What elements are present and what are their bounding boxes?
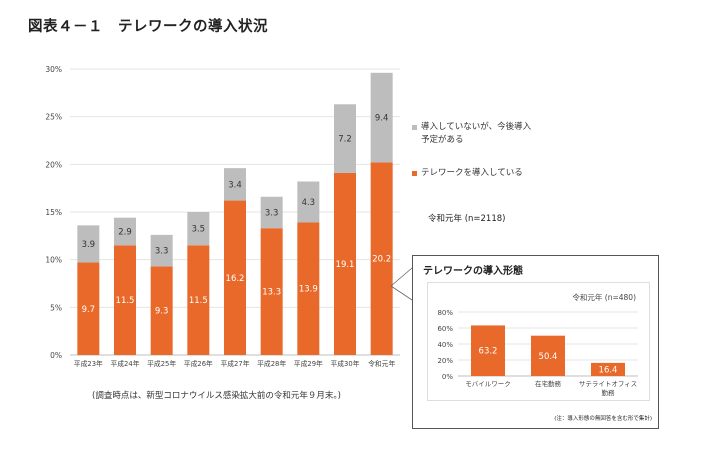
inset-y-tick-label: 0% — [442, 373, 453, 381]
bar-adopted — [297, 222, 320, 355]
y-tick-label: 10% — [45, 256, 62, 265]
inset-bar — [591, 362, 625, 376]
x-tick-label: 平成28年 — [257, 359, 286, 368]
callout-line — [390, 285, 413, 301]
x-tick-label: 平成23年 — [74, 359, 103, 368]
data-label-planned: 3.3 — [265, 208, 279, 218]
y-tick-label: 15% — [45, 208, 62, 217]
inset-footnote: (注：導入形態の無回答を含む形で集計) — [554, 416, 652, 422]
inset-y-tick-label: 60% — [437, 325, 453, 333]
inset-x-tick-label: モバイルワーク — [465, 380, 511, 388]
x-tick-label: 平成30年 — [330, 359, 359, 368]
data-label-adopted: 11.5 — [116, 296, 135, 306]
x-tick-label: 平成25年 — [147, 359, 176, 368]
inset-title: テレワークの導入形態 — [423, 266, 523, 277]
data-label-adopted: 20.2 — [372, 255, 391, 265]
x-tick-label: 平成27年 — [220, 359, 249, 368]
data-label-adopted: 13.9 — [299, 285, 318, 295]
data-label-adopted: 11.5 — [189, 296, 208, 306]
legend-label-adopted: テレワークを導入している — [421, 168, 523, 178]
data-label-planned: 9.4 — [375, 114, 389, 124]
survey-timing-note: (調査時点は、新型コロナウイルス感染拡大前の令和元年９月末。) — [92, 391, 341, 401]
bar-adopted — [187, 245, 210, 355]
inset-subtitle: 令和元年 (n=480) — [572, 292, 636, 302]
inset-y-tick-label: 40% — [437, 341, 453, 349]
y-tick-label: 25% — [45, 113, 62, 122]
x-tick-label: 平成26年 — [184, 359, 213, 368]
legend-swatch-adopted — [412, 171, 417, 176]
bar-planned — [187, 212, 210, 246]
legend-swatch-planned — [412, 125, 417, 130]
data-label-planned: 7.2 — [338, 135, 352, 145]
bar-adopted — [334, 172, 356, 355]
bar-adopted — [260, 228, 283, 355]
inset-data-label: 63.2 — [479, 347, 498, 357]
data-label-planned: 3.9 — [82, 240, 96, 250]
bar-planned — [114, 217, 136, 246]
y-tick-label: 0% — [50, 351, 62, 360]
data-label-adopted: 9.7 — [82, 305, 96, 315]
bar-adopted — [77, 262, 100, 355]
bar-adopted — [224, 200, 246, 355]
adoption-type-chart: 令和元年 (n=480) 0% 20% 40% 60% 80% 63.2 モバイルワーク 50.… — [437, 292, 638, 397]
bar-planned — [224, 168, 246, 201]
inset-x-tick-label: 在宅勤務 — [535, 379, 562, 388]
adoption-type-inset: テレワークの導入形態 令和元年 (n=480) 0% 20% 40% 60% 80% 63.… — [412, 255, 659, 429]
bar-adopted — [114, 245, 136, 355]
y-tick-label: 30% — [45, 65, 62, 74]
x-tick-label: 令和元年 — [368, 359, 395, 368]
data-label-planned: 2.9 — [118, 228, 132, 238]
figure-title: 図表４－１ テレワークの導入状況 — [28, 19, 268, 35]
x-tick-label: 平成29年 — [294, 359, 323, 368]
legend-item-adopted: テレワークを導入している — [412, 167, 537, 180]
legend: 導入していないが、今後導入予定がある テレワークを導入している — [412, 121, 537, 180]
data-label-adopted: 9.3 — [155, 307, 169, 317]
bar-planned — [334, 104, 356, 173]
bar-adopted — [150, 266, 173, 355]
legend-label-planned: 導入していないが、今後導入予定がある — [421, 122, 532, 145]
bar-planned — [260, 196, 283, 229]
x-tick-label: 平成24年 — [110, 359, 139, 368]
data-label-adopted: 19.1 — [336, 260, 355, 270]
bar-adopted — [370, 162, 393, 355]
y-tick-label: 20% — [45, 160, 62, 169]
data-label-planned: 3.4 — [228, 180, 242, 190]
inset-x-tick-label: サテライトオフィス — [579, 380, 637, 388]
bar-planned — [77, 225, 100, 263]
inset-chart-panel: 令和元年 (n=480) 0% 20% 40% 60% 80% 63.2 モバイルワーク 50.… — [427, 282, 650, 401]
y-tick-label: 5% — [50, 303, 62, 312]
legend-item-planned: 導入していないが、今後導入予定がある — [412, 121, 537, 147]
data-label-planned: 4.3 — [302, 198, 316, 208]
inset-bar — [531, 335, 565, 376]
inset-data-label: 16.4 — [599, 365, 618, 375]
bar-planned — [370, 72, 393, 163]
data-label-adopted: 13.3 — [262, 288, 281, 298]
inset-data-label: 50.4 — [539, 352, 558, 362]
inset-x-tick-label: 勤務 — [602, 388, 616, 397]
inset-y-tick-label: 80% — [437, 309, 453, 317]
bar-planned — [150, 234, 173, 267]
data-label-adopted: 16.2 — [226, 274, 245, 284]
callout-line — [390, 267, 413, 287]
inset-y-tick-label: 20% — [437, 357, 453, 365]
data-label-planned: 3.3 — [155, 247, 169, 257]
data-label-planned: 3.5 — [192, 225, 206, 235]
bar-planned — [297, 181, 320, 223]
sample-size-note: 令和元年 (n=2118) — [428, 214, 506, 224]
inset-bar — [471, 325, 505, 376]
